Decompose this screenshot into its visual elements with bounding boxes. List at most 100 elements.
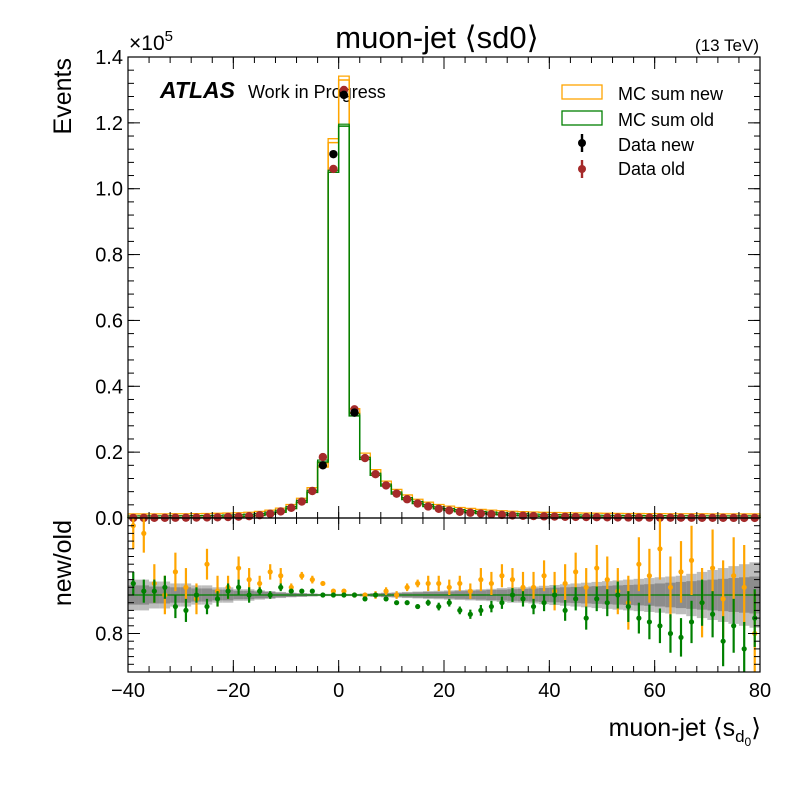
ratio-new-point: [478, 577, 484, 583]
ratio-old-point: [457, 607, 463, 614]
mc-old-upper-envelope: [127, 123, 761, 518]
x-axis-label-end: ⟩: [751, 714, 761, 742]
mc-old-histogram: [127, 125, 761, 519]
data-old-point: [603, 513, 612, 522]
ratio-old-point: [478, 607, 484, 614]
ratio-old-point: [267, 592, 273, 598]
ratio-old-point: [509, 592, 516, 598]
ratio-new-point: [394, 592, 400, 598]
data-old-point: [276, 507, 285, 516]
ratio-old-point: [372, 592, 379, 598]
ratio-old-point: [151, 588, 157, 594]
ratio-new-point: [299, 573, 305, 579]
data-new-point: [318, 461, 328, 470]
data-old-point: [329, 164, 338, 174]
atlas-sublabel: Work in Progress: [248, 82, 386, 102]
ratio-old-point: [193, 592, 200, 598]
ratio-new-point: [499, 573, 505, 579]
ratio-old-point: [162, 584, 168, 590]
ratio-new-point: [267, 569, 273, 575]
ratio-old-point: [541, 600, 547, 606]
ratio-old-point: [278, 584, 284, 590]
legend: MC sum new MC sum old Data new Data old: [561, 84, 724, 179]
ratio-new-point: [467, 588, 473, 594]
data-old-point: [518, 511, 528, 520]
ratio-old-point: [183, 607, 189, 614]
ratio-new-point: [404, 584, 410, 590]
ratio-old-point: [257, 588, 263, 594]
ratio-old-point: [699, 600, 705, 606]
main-y-tick-label: 0.0: [95, 508, 123, 530]
legend-label-mc-new: MC sum new: [618, 84, 724, 104]
legend-swatch-mc-new: [561, 84, 603, 100]
ratio-new-point: [257, 580, 263, 587]
legend-marker-data-new: [578, 139, 586, 147]
ratio-new-point: [646, 573, 653, 579]
energy-label: (13 TeV): [695, 36, 759, 55]
ratio-new-point: [594, 565, 600, 571]
data-old-point: [571, 512, 580, 522]
data-old-point: [582, 512, 591, 522]
chart-title: muon-jet ⟨sd0⟩: [335, 20, 538, 55]
data-new-point: [339, 90, 349, 100]
ratio-old-point: [488, 603, 494, 610]
ratio-new-point: [583, 584, 589, 590]
ratio-new-point: [309, 577, 315, 583]
x-tick-label: 60: [644, 680, 666, 702]
x-tick-label: 20: [433, 680, 455, 702]
ratio-new-point: [488, 580, 494, 587]
exponent-power: 5: [165, 28, 173, 45]
data-old-point: [371, 470, 380, 479]
ratio-old-point: [625, 603, 631, 610]
ratio-old-point: [246, 592, 252, 598]
ratio-old-point: [520, 596, 526, 602]
ratio-new-point: [362, 592, 368, 598]
data-old-point: [402, 495, 412, 504]
legend-label-data-new: Data new: [618, 135, 695, 155]
data-old-point: [497, 510, 507, 520]
ratio-old-point: [299, 588, 305, 594]
main-y-tick-label: 0.8: [95, 245, 123, 267]
y-axis-exponent: ×105: [129, 28, 173, 55]
ratio-old-point: [552, 592, 558, 598]
ratio-new-point: [688, 557, 695, 563]
ratio-new-point: [562, 580, 568, 587]
main-y-tick-label: 1.4: [95, 47, 123, 69]
ratio-old-point: [383, 596, 389, 602]
data-old-point: [392, 489, 401, 498]
data-old-point: [213, 513, 222, 522]
data-old-point: [255, 511, 264, 520]
x-axis-label: muon-jet ⟨sd0⟩: [609, 714, 761, 749]
x-axis-label-subsub: 0: [745, 735, 752, 749]
data-old-point: [487, 510, 496, 519]
ratio-old-point: [646, 619, 653, 625]
ratio-new-point: [710, 565, 716, 571]
ratio-old-point: [583, 615, 589, 621]
ratio-old-point: [573, 596, 579, 602]
data-old-point: [466, 508, 475, 517]
ratio-old-point: [594, 596, 600, 602]
ratio-y-tick-label: 0.8: [95, 624, 123, 646]
ratio-new-point: [667, 584, 674, 590]
ratio-new-point: [731, 573, 737, 579]
data-old-point: [529, 511, 538, 521]
x-tick-label: −20: [216, 680, 250, 702]
data-old-point: [381, 481, 391, 490]
ratio-new-point: [415, 580, 421, 587]
ratio-new-point: [341, 588, 347, 594]
legend-marker-data-old: [578, 165, 586, 173]
data-old-point: [445, 506, 454, 515]
x-tick-label: 0: [333, 680, 344, 702]
ratio-new-point: [573, 569, 579, 575]
data-old-point: [223, 512, 233, 522]
ratio-new-point: [246, 577, 252, 583]
ratio-old-point: [678, 634, 684, 640]
ratio-old-point: [688, 619, 695, 625]
data-old-point: [308, 486, 317, 496]
ratio-old-point: [530, 603, 537, 610]
ratio-old-point: [604, 600, 610, 606]
ratio-new-point: [172, 569, 178, 575]
ratio-old-point: [499, 600, 505, 606]
data-old-point: [434, 504, 443, 513]
